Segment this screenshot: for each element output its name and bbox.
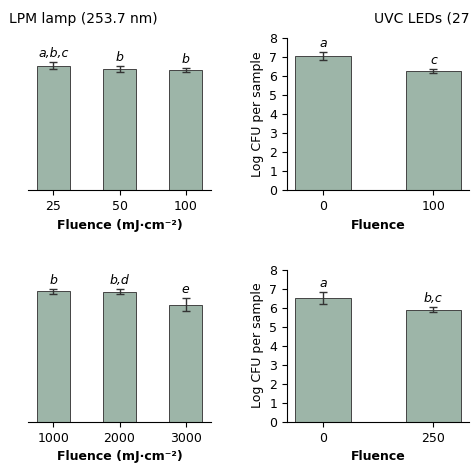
Bar [169, 305, 202, 422]
Text: UVC LEDs (27: UVC LEDs (27 [374, 12, 469, 26]
Bar [295, 298, 351, 422]
Bar [36, 292, 70, 422]
Text: b,d: b,d [109, 274, 129, 287]
Text: LPM lamp (253.7 nm): LPM lamp (253.7 nm) [9, 12, 158, 26]
Text: a: a [319, 277, 327, 290]
Bar [103, 292, 136, 422]
X-axis label: Fluence (mJ·cm⁻²): Fluence (mJ·cm⁻²) [57, 219, 182, 232]
Text: b: b [49, 274, 57, 287]
Bar [103, 69, 136, 190]
X-axis label: Fluence: Fluence [351, 219, 406, 232]
Bar [36, 65, 70, 190]
X-axis label: Fluence: Fluence [351, 450, 406, 463]
Bar [406, 310, 461, 422]
Y-axis label: Log CFU per sample: Log CFU per sample [251, 51, 264, 177]
Text: b,c: b,c [424, 292, 443, 305]
Text: a: a [319, 36, 327, 50]
Text: e: e [182, 283, 190, 296]
Y-axis label: Log CFU per sample: Log CFU per sample [251, 283, 264, 409]
Bar [169, 70, 202, 190]
Text: a,b,c: a,b,c [38, 47, 68, 60]
X-axis label: Fluence (mJ·cm⁻²): Fluence (mJ·cm⁻²) [57, 450, 182, 463]
Bar [295, 56, 351, 190]
Bar [406, 71, 461, 190]
Text: c: c [430, 54, 437, 67]
Text: b: b [182, 53, 190, 66]
Text: b: b [116, 51, 123, 64]
